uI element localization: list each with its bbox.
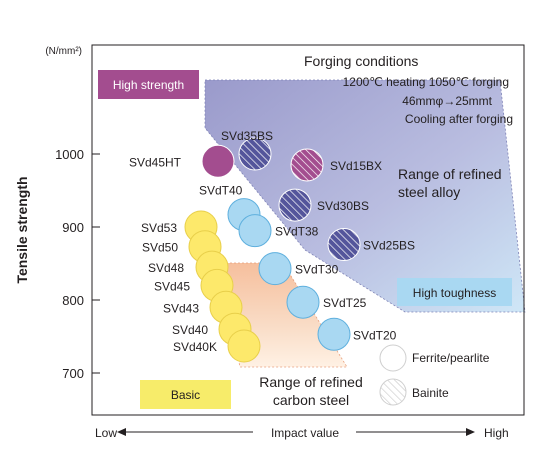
- high-strength-badge: [98, 70, 199, 99]
- point-svd45ht: [201, 144, 235, 178]
- x-axis-low-label: Low: [95, 426, 117, 440]
- high-strength-label: High strength: [113, 78, 184, 92]
- y-axis-label: Tensile strength: [14, 176, 30, 283]
- conditions-heading: Forging conditions: [304, 53, 418, 69]
- x-axis-arrow: [117, 428, 475, 436]
- point-svd40k: [227, 329, 261, 363]
- point-label-svd45: SVd45: [154, 279, 190, 293]
- point-label-svd25bs: SVd25BS: [363, 239, 415, 253]
- conditions-line-1: 1200℃ heating 1050℃ forging: [343, 75, 509, 89]
- point-label-svd40: SVd40: [172, 323, 208, 337]
- y-axis-ticks: 700 800 900 1000: [55, 147, 100, 381]
- point-svdt20: [317, 317, 351, 351]
- point-label-svdt38: SVdT38: [275, 225, 319, 239]
- point-label-svd35bs: SVd35BS: [221, 129, 273, 143]
- carbon-range-label-1: Range of refined: [259, 374, 363, 390]
- y-tick-label: 1000: [55, 147, 84, 162]
- point-label-svd40k: SVd40K: [173, 340, 217, 354]
- point-svdt30: [258, 252, 292, 286]
- point-label-svdt25: SVdT25: [323, 296, 367, 310]
- point-svd25bs: [327, 228, 361, 262]
- y-tick-label: 900: [62, 220, 84, 235]
- y-axis-unit: (N/mm²): [45, 46, 82, 57]
- basic-badge: [140, 380, 231, 409]
- point-svd35bs: [238, 137, 272, 171]
- alloy-range-band: [204, 79, 526, 313]
- point-label-svd45ht: SVd45HT: [129, 155, 182, 169]
- basic-label: Basic: [171, 388, 200, 402]
- point-label-svdt40: SVdT40: [199, 184, 243, 198]
- point-label-svd30bs: SVd30BS: [317, 199, 369, 213]
- legend: Ferrite/pearlite Bainite: [379, 344, 490, 406]
- legend-ferrite-label: Ferrite/pearlite: [412, 351, 490, 365]
- point-label-svd53: SVd53: [141, 221, 177, 235]
- conditions-line-3: Cooling after forging: [405, 112, 513, 126]
- point-svdt38: [238, 214, 272, 248]
- y-tick-label: 700: [62, 366, 84, 381]
- plot-frame: [91, 44, 525, 416]
- point-label-svd43: SVd43: [163, 301, 199, 315]
- point-svdt25: [286, 285, 320, 319]
- point-label-svd48: SVd48: [148, 261, 184, 275]
- legend-ferrite-marker: [379, 344, 407, 372]
- point-label-svdt30: SVdT30: [295, 263, 339, 277]
- legend-bainite-label: Bainite: [412, 386, 449, 400]
- point-label-svd15bx: SVd15BX: [330, 159, 382, 173]
- x-axis-label: Impact value: [271, 426, 339, 440]
- conditions-line-2: 46mmφ→25mmt: [402, 94, 492, 108]
- y-tick-label: 800: [62, 293, 84, 308]
- data-points: SVd45HT SVd35BS SVd15BX SVdT40 SVd30BS SVd53 S…: [129, 129, 415, 363]
- point-svd15bx: [290, 148, 324, 182]
- legend-bainite-marker: [379, 378, 407, 406]
- point-label-svdt20: SVdT20: [353, 328, 397, 342]
- high-toughness-label: High toughness: [413, 286, 496, 300]
- point-label-svd50: SVd50: [142, 241, 178, 255]
- point-svd30bs: [278, 188, 312, 222]
- carbon-range-label-2: carbon steel: [273, 392, 349, 408]
- x-axis-high-label: High: [484, 426, 509, 440]
- alloy-range-label-2: steel alloy: [398, 184, 460, 200]
- alloy-range-label-1: Range of refined: [398, 166, 502, 182]
- high-toughness-badge: [397, 278, 512, 306]
